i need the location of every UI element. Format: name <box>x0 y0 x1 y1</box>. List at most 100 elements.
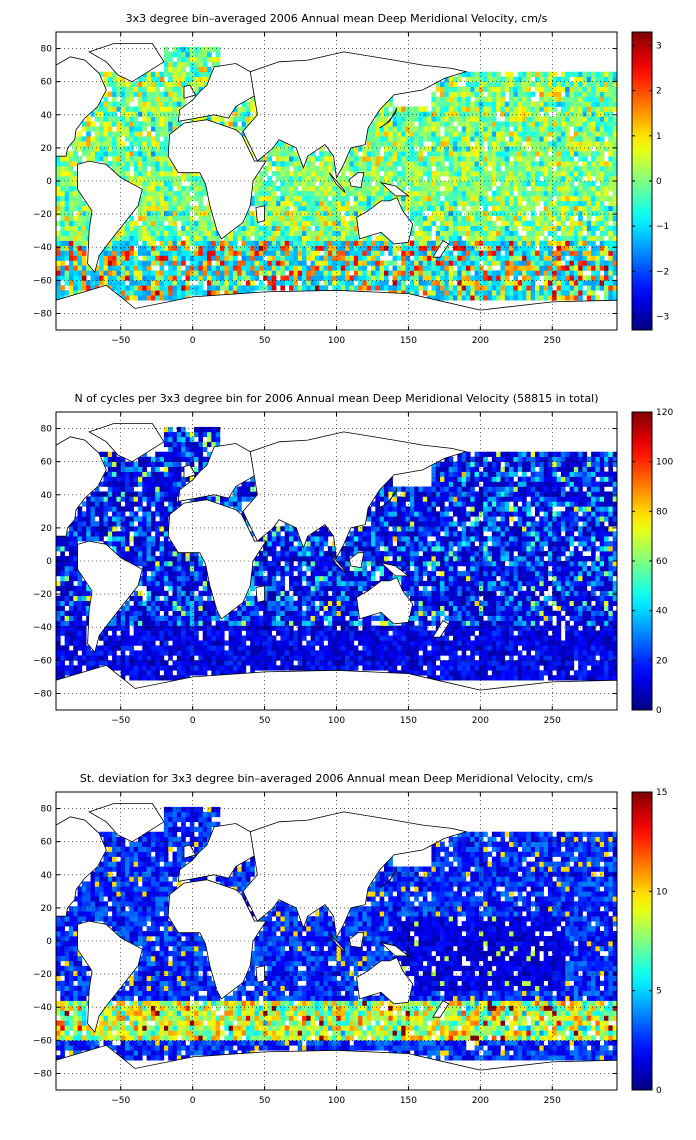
heatmap-cell <box>582 205 588 212</box>
heatmap-cell <box>336 176 342 182</box>
colorbar-tick-label: 2 <box>656 87 662 97</box>
heatmap-cell <box>371 141 376 147</box>
heatmap-cell <box>81 235 87 241</box>
heatmap-cell <box>146 146 152 152</box>
heatmap-cell <box>444 265 449 271</box>
heatmap-cell <box>517 670 523 676</box>
heatmap-cell <box>526 655 531 661</box>
heatmap-cell <box>599 101 605 107</box>
heatmap-cell <box>379 185 385 192</box>
heatmap-cell <box>496 106 501 112</box>
heatmap-cell <box>444 101 449 107</box>
heatmap-cell <box>120 166 126 172</box>
heatmap-cell <box>414 245 419 251</box>
heatmap-cell <box>444 650 449 656</box>
heatmap-cell <box>578 141 583 147</box>
heatmap-cell <box>491 146 497 152</box>
heatmap-cell <box>500 86 506 92</box>
heatmap-cell <box>535 151 540 157</box>
heatmap-cell <box>435 86 441 92</box>
heatmap-cell <box>431 181 437 187</box>
heatmap-cell <box>168 665 173 671</box>
heatmap-cell <box>414 275 419 281</box>
heatmap-cell <box>150 220 156 226</box>
heatmap-cell <box>383 265 389 271</box>
heatmap-cell <box>565 81 570 87</box>
heatmap-cell <box>306 190 311 197</box>
heatmap-cell <box>530 176 536 182</box>
heatmap-cell <box>409 660 415 666</box>
heatmap-cell <box>448 255 454 261</box>
heatmap-cell <box>513 240 519 246</box>
heatmap-cell <box>569 285 575 291</box>
heatmap-cell <box>444 250 449 256</box>
heatmap-cell <box>526 260 531 266</box>
heatmap-cell <box>129 126 134 132</box>
heatmap-cell <box>159 240 165 246</box>
heatmap-cell <box>517 156 523 162</box>
heatmap-cell <box>427 280 432 286</box>
heatmap-cell <box>94 116 100 122</box>
heatmap-cell <box>301 245 307 251</box>
heatmap-cell <box>604 295 609 301</box>
heatmap-cell <box>103 156 109 162</box>
heatmap-cell <box>422 171 428 177</box>
heatmap-cell <box>435 156 441 162</box>
heatmap-cell <box>409 665 415 671</box>
heatmap-cell <box>547 71 553 77</box>
heatmap-cell <box>522 240 527 246</box>
heatmap-cell <box>582 235 588 241</box>
heatmap-cell <box>181 270 186 276</box>
heatmap-cell <box>198 205 204 212</box>
heatmap-cell <box>60 161 65 167</box>
heatmap-cell <box>470 675 475 681</box>
heatmap-cell <box>310 245 316 251</box>
heatmap-cell <box>163 101 169 107</box>
heatmap-cell <box>474 210 480 217</box>
heatmap-cell <box>314 250 320 256</box>
heatmap-cell <box>379 161 385 167</box>
heatmap-cell <box>453 260 458 266</box>
heatmap-cell <box>250 275 255 281</box>
heatmap-cell <box>578 200 583 207</box>
heatmap-cell <box>409 215 415 222</box>
heatmap-cell <box>73 650 78 656</box>
heatmap-cell <box>565 116 570 122</box>
heatmap-cell <box>608 166 613 172</box>
heatmap-cell <box>327 151 333 157</box>
heatmap-cell <box>427 220 432 226</box>
heatmap-cell <box>176 71 182 77</box>
heatmap-cell <box>448 151 454 157</box>
heatmap-cell <box>90 156 96 162</box>
heatmap-cell <box>77 275 83 281</box>
heatmap-cell <box>573 141 579 147</box>
heatmap-cell <box>457 235 462 241</box>
heatmap-cell <box>487 71 493 77</box>
heatmap-cell <box>435 106 441 112</box>
landmass <box>432 240 450 258</box>
heatmap-cell <box>513 225 519 231</box>
heatmap-cell <box>388 260 393 266</box>
heatmap-cell <box>245 245 251 251</box>
heatmap-cell <box>483 665 488 671</box>
heatmap-cell <box>263 240 268 246</box>
heatmap-cell <box>440 106 445 112</box>
heatmap-cell <box>284 171 290 177</box>
heatmap-cell <box>608 275 613 281</box>
heatmap-cell <box>418 220 424 226</box>
heatmap-cell <box>599 151 605 157</box>
heatmap-cell <box>465 270 471 276</box>
heatmap-cell <box>202 655 208 661</box>
heatmap-cell <box>258 650 264 656</box>
heatmap-cell <box>77 136 83 142</box>
heatmap-cell <box>569 146 575 152</box>
heatmap-cell <box>293 210 298 217</box>
heatmap-cell <box>86 116 91 122</box>
heatmap-cell <box>125 91 130 97</box>
heatmap-cell <box>569 265 575 271</box>
heatmap-cell <box>526 205 531 212</box>
heatmap-cell <box>267 235 273 241</box>
heatmap-cell <box>522 235 527 241</box>
heatmap-cell <box>314 200 320 207</box>
heatmap-cell <box>543 195 549 202</box>
